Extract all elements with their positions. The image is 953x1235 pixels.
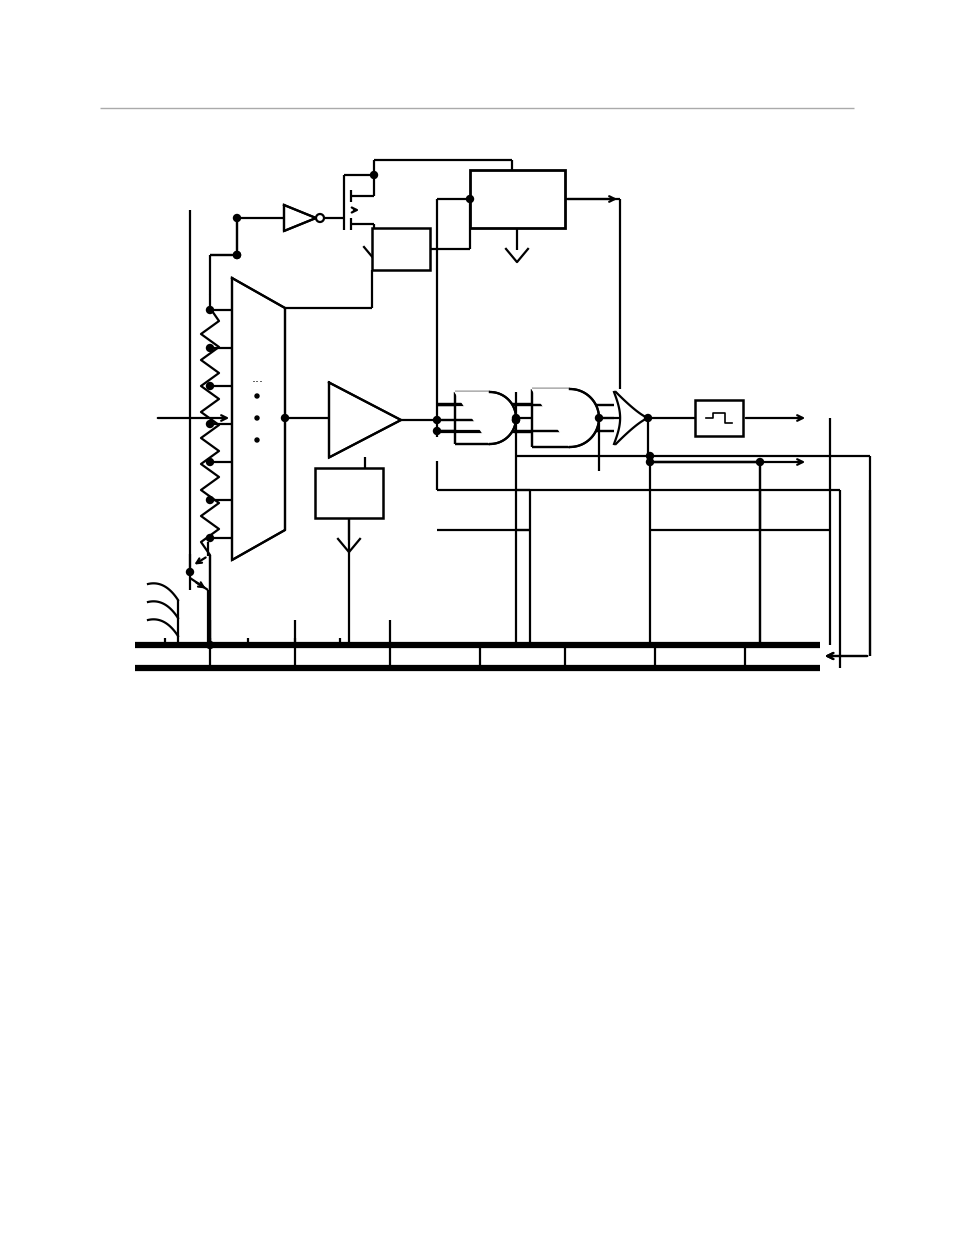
Bar [695, 400, 742, 436]
Text: ...: ... [252, 372, 264, 384]
Circle shape [206, 535, 213, 541]
Circle shape [512, 416, 519, 424]
Circle shape [186, 568, 193, 576]
Bar [470, 170, 564, 228]
Polygon shape [329, 383, 400, 457]
Circle shape [644, 415, 651, 421]
Circle shape [315, 214, 324, 222]
Circle shape [206, 641, 213, 648]
Circle shape [646, 452, 653, 459]
Circle shape [433, 427, 440, 435]
Circle shape [206, 496, 213, 504]
Circle shape [206, 345, 213, 352]
Circle shape [254, 416, 258, 420]
Circle shape [756, 458, 762, 466]
Circle shape [281, 415, 288, 421]
Bar [314, 468, 382, 517]
Circle shape [512, 416, 519, 424]
Circle shape [595, 415, 602, 421]
Polygon shape [532, 389, 598, 447]
Circle shape [233, 252, 240, 258]
Polygon shape [232, 278, 285, 559]
Circle shape [370, 172, 377, 179]
Bar [372, 228, 430, 270]
Circle shape [206, 420, 213, 427]
Circle shape [646, 458, 653, 466]
Circle shape [512, 415, 519, 421]
Circle shape [254, 394, 258, 398]
Polygon shape [284, 205, 315, 231]
Circle shape [233, 215, 240, 221]
Circle shape [254, 438, 258, 442]
Circle shape [206, 383, 213, 389]
Polygon shape [455, 391, 516, 445]
Circle shape [206, 458, 213, 466]
Polygon shape [614, 391, 647, 445]
Circle shape [466, 195, 473, 203]
Circle shape [433, 416, 440, 424]
Circle shape [233, 252, 240, 258]
Circle shape [206, 306, 213, 314]
